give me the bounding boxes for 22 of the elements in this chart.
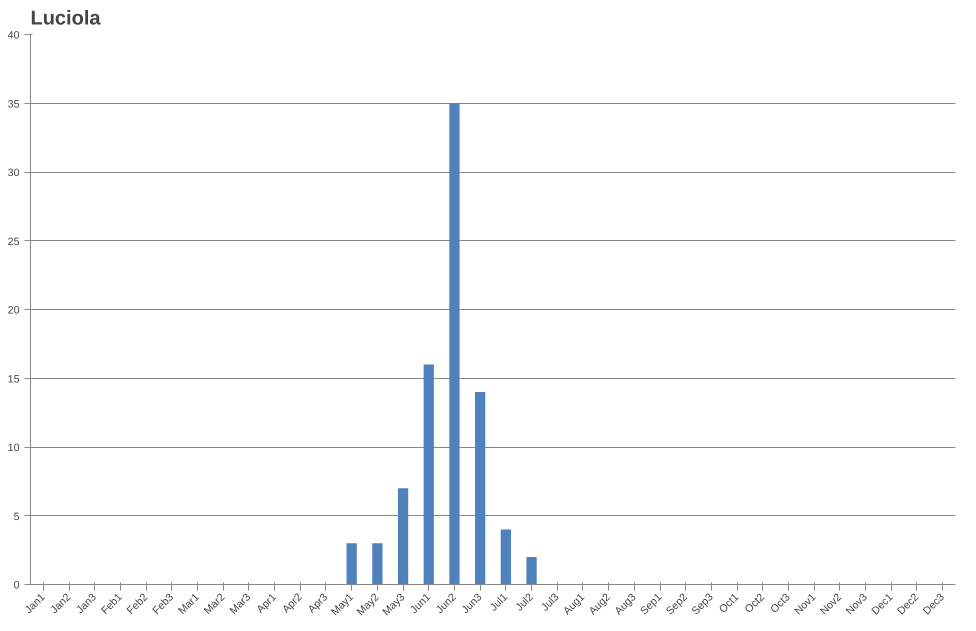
x-tick-label: Jul1 [488,591,510,614]
bar [424,364,434,584]
y-tick-label: 40 [8,30,20,42]
bar [372,543,383,584]
y-tick-label: 0 [14,580,20,592]
y-tick-label: 25 [8,236,20,248]
bar [398,488,408,584]
y-tick-label: 15 [8,373,20,386]
y-tick-label: 30 [8,167,20,179]
bar [449,103,460,584]
x-tick-label: Jul3 [539,591,562,614]
bar [346,543,357,584]
y-tick-label: 35 [8,98,20,110]
bar [475,392,486,584]
bar [500,530,511,584]
bar [526,557,537,584]
y-tick-label: 5 [14,510,20,523]
y-tick-label: 20 [8,304,20,316]
chart-title: Luciola [30,8,102,30]
x-tick-label: Oct1 [716,591,742,616]
y-tick-label: 10 [8,442,20,454]
x-tick-label: Jul2 [513,591,536,614]
